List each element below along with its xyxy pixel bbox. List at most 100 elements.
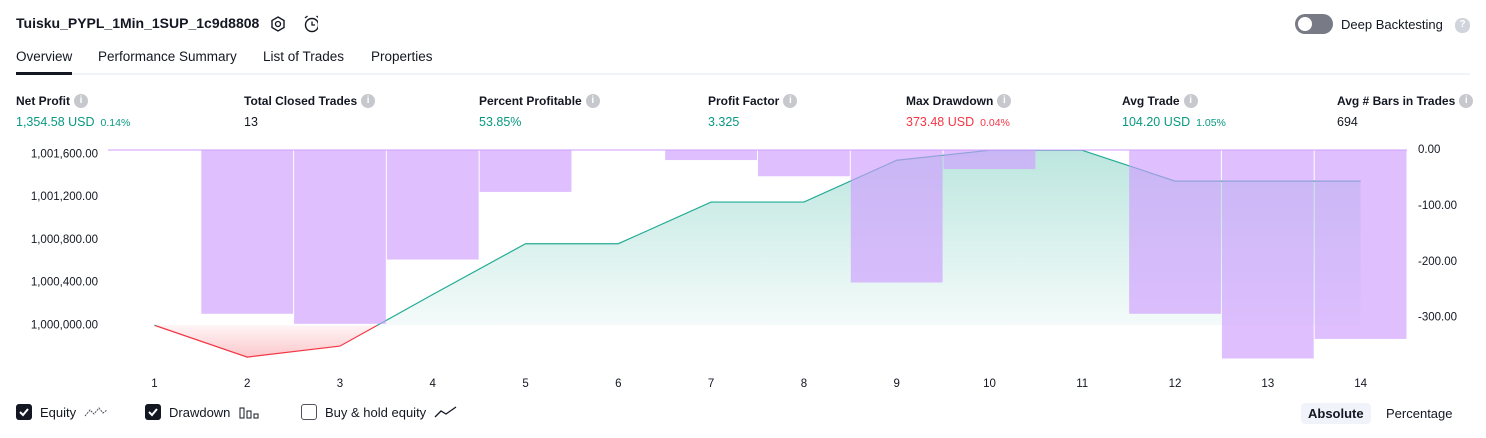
drawdown-bar xyxy=(1221,150,1314,359)
info-icon[interactable]: i xyxy=(997,94,1012,108)
x-tick-label: 8 xyxy=(801,378,807,390)
mode-button[interactable]: Absolute xyxy=(1301,403,1371,424)
metric-value: 373.48 USD 0.04% xyxy=(906,113,1010,131)
equity-area xyxy=(154,150,1361,358)
drawdown-bar xyxy=(479,150,572,192)
x-tick-label: 12 xyxy=(1169,378,1182,390)
drawdown-bar xyxy=(665,150,757,161)
drawdown-bar xyxy=(201,150,294,314)
legend-label: Drawdown xyxy=(169,404,231,420)
drawdown-bar xyxy=(758,150,850,177)
metric-label: Max Drawdown i xyxy=(906,94,1012,108)
checkbox[interactable] xyxy=(301,404,317,420)
metric-percent: 0.14% xyxy=(100,117,131,129)
alert-icon[interactable] xyxy=(304,17,319,33)
metric-label-text: Avg Trade xyxy=(1122,94,1180,108)
metric-value-text: 53.85% xyxy=(479,115,522,129)
y-tick-label: 1,001,600.00 xyxy=(31,148,98,160)
metric-label-text: Percent Profitable xyxy=(479,94,582,108)
x-tick-label: 11 xyxy=(1076,378,1088,390)
info-icon[interactable]: i xyxy=(74,94,88,108)
y-tick-label: 1,000,000.00 xyxy=(31,319,98,331)
legend-icon xyxy=(84,405,108,419)
drawdown-bar xyxy=(943,150,1036,170)
metric-value: 3.325 xyxy=(708,113,739,131)
legend-item[interactable]: Drawdown xyxy=(145,404,260,420)
legend-item[interactable]: Equity xyxy=(16,404,108,420)
mode-button[interactable]: Percentage xyxy=(1386,406,1453,421)
legend-item[interactable]: Buy & hold equity xyxy=(301,404,458,420)
legend-label: Equity xyxy=(40,404,77,420)
tab[interactable]: Overview xyxy=(16,49,73,64)
deep-backtesting-label: Deep Backtesting xyxy=(1341,17,1443,32)
tab[interactable]: List of Trades xyxy=(263,49,345,64)
x-tick-label: 5 xyxy=(522,378,528,390)
metric-label: Avg # Bars in Trades i xyxy=(1337,94,1474,108)
y2-tick-label: -200.00 xyxy=(1418,256,1457,268)
metric-label: Avg Trade i xyxy=(1122,94,1198,108)
x-tick-label: 1 xyxy=(151,378,157,390)
x-tick-label: 4 xyxy=(430,378,437,390)
deep-backtesting-toggle[interactable] xyxy=(1295,14,1333,34)
metric-value: 53.85% xyxy=(479,113,521,131)
x-tick-label: 2 xyxy=(244,378,250,390)
drawdown-bar xyxy=(1314,150,1407,339)
metric-label: Percent Profitable i xyxy=(479,94,600,108)
x-tick-label: 7 xyxy=(708,378,714,390)
metric-label: Total Closed Trades i xyxy=(244,94,376,108)
metric-value-text: 13 xyxy=(244,115,258,129)
metric-label: Profit Factor i xyxy=(708,94,798,108)
metric-value: 104.20 USD 1.05% xyxy=(1122,113,1226,131)
metric-value-text: 373.48 USD xyxy=(906,115,975,129)
metric-value-text: 104.20 USD xyxy=(1122,115,1191,129)
metric-label-text: Max Drawdown xyxy=(906,94,994,108)
drawdown-bar xyxy=(850,150,943,283)
drawdown-bar xyxy=(294,150,386,324)
x-tick-label: 10 xyxy=(983,378,996,390)
x-tick-label: 3 xyxy=(337,378,343,390)
tab[interactable]: Performance Summary xyxy=(98,49,237,64)
metric-value: 13 xyxy=(244,113,258,131)
metric-value-text: 694 xyxy=(1337,115,1358,129)
metric-percent: 1.05% xyxy=(1196,117,1226,129)
metric-value: 1,354.58 USD 0.14% xyxy=(16,113,130,131)
info-icon[interactable]: i xyxy=(783,94,798,108)
y2-tick-label: -300.00 xyxy=(1418,312,1457,324)
metric-label-text: Total Closed Trades xyxy=(244,94,358,108)
metric-percent: 0.04% xyxy=(980,117,1010,129)
metric-label-text: Avg # Bars in Trades xyxy=(1337,94,1456,108)
legend-label: Buy & hold equity xyxy=(325,404,427,420)
info-icon[interactable]: i xyxy=(1183,94,1198,108)
help-icon[interactable]: ? xyxy=(1455,18,1470,33)
legend-icon xyxy=(238,405,260,419)
tab[interactable]: Properties xyxy=(371,49,433,64)
legend-icon xyxy=(434,405,458,419)
metric-value-text: 1,354.58 USD xyxy=(16,115,95,129)
x-tick-label: 14 xyxy=(1354,378,1367,390)
metric-label: Net Profit i xyxy=(16,94,88,108)
metric-value: 694 xyxy=(1337,113,1358,131)
active-tab-underline xyxy=(16,72,72,75)
settings-icon[interactable] xyxy=(271,16,285,32)
drawdown-bar xyxy=(1129,150,1221,314)
x-tick-label: 13 xyxy=(1261,378,1274,390)
tab-divider xyxy=(16,73,1470,75)
metric-value-text: 3.325 xyxy=(708,115,740,129)
drawdown-bar xyxy=(386,150,479,260)
header-icons xyxy=(271,15,319,33)
y-tick-label: 1,000,800.00 xyxy=(31,234,98,246)
info-icon[interactable]: i xyxy=(1459,94,1474,108)
y2-tick-label: -100.00 xyxy=(1418,200,1457,212)
checkbox[interactable] xyxy=(145,404,161,420)
metric-label-text: Net Profit xyxy=(16,94,70,108)
info-icon[interactable]: i xyxy=(361,94,376,108)
y2-tick-label: 0.00 xyxy=(1418,144,1440,156)
checkbox[interactable] xyxy=(16,404,32,420)
y-tick-label: 1,000,400.00 xyxy=(31,277,98,289)
x-tick-label: 6 xyxy=(615,378,621,390)
info-icon[interactable]: i xyxy=(585,94,600,108)
strategy-title: Tuisku_PYPL_1Min_1SUP_1c9d8808 xyxy=(16,15,260,31)
y-tick-label: 1,001,200.00 xyxy=(31,191,98,203)
